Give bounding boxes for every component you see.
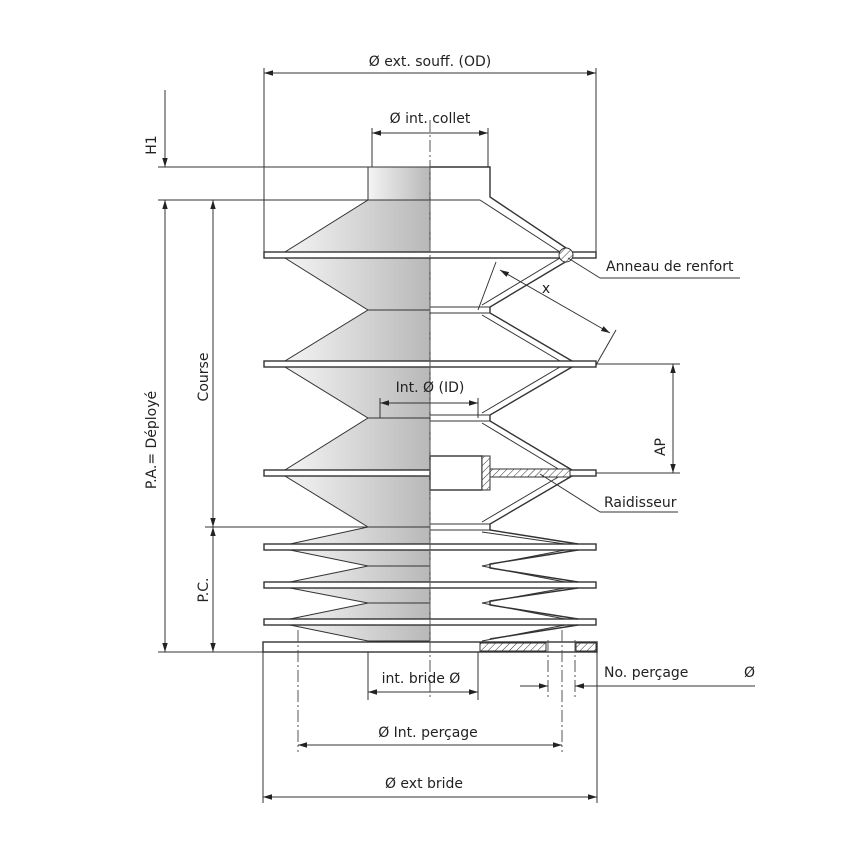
label: int. bride Ø <box>382 671 461 687</box>
label: Ø ext bride <box>385 776 463 792</box>
labels: Ø ext. souff. (OD) Ø int. collet H1 P.A.… <box>144 54 755 792</box>
label: P.C. <box>196 578 212 603</box>
label: Ø Int. perçage <box>378 725 478 741</box>
label: Raidisseur <box>604 495 677 511</box>
label: Ø <box>744 665 755 681</box>
dimension-lines <box>158 68 755 803</box>
label: H1 <box>144 135 160 154</box>
label: Anneau de renfort <box>606 259 734 275</box>
centerlines <box>297 120 576 752</box>
label: x <box>542 281 550 297</box>
label: Int. Ø (ID) <box>396 380 465 396</box>
label: P.A.= Déployé <box>144 391 160 489</box>
label: Ø int. collet <box>390 111 471 127</box>
bellows-left-shaded <box>283 166 431 642</box>
label: No. perçage <box>604 665 688 681</box>
stiffener <box>429 455 571 491</box>
label: AP <box>653 438 669 456</box>
label: Course <box>196 353 212 402</box>
bellows-right-profile <box>430 166 579 642</box>
label: Ø ext. souff. (OD) <box>369 54 492 70</box>
